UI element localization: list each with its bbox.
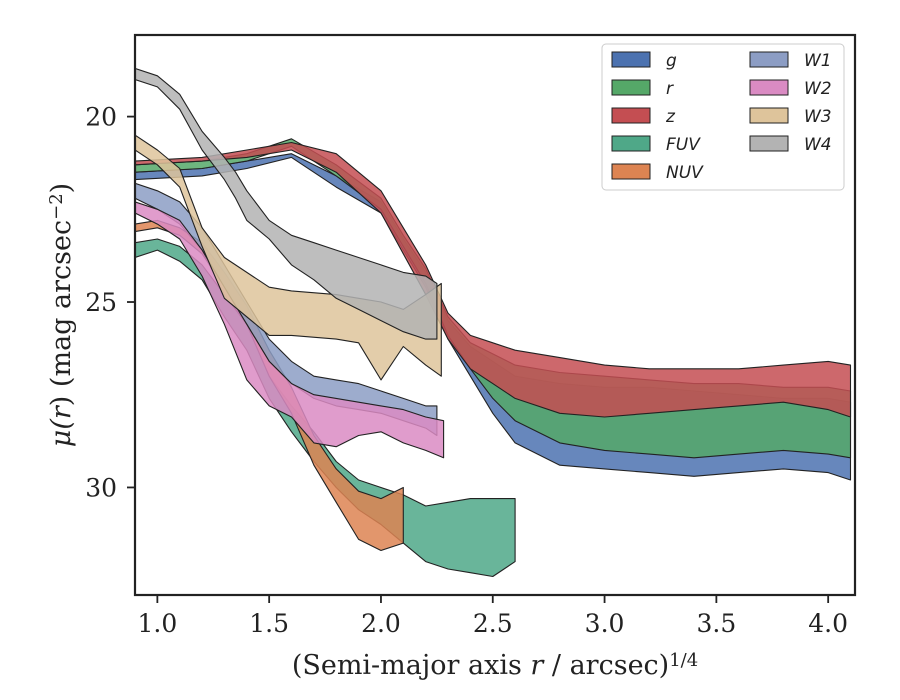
legend-swatch-z xyxy=(611,107,651,124)
legend-swatch-W4 xyxy=(749,135,789,152)
legend-label-g: g xyxy=(666,51,677,71)
y-axis-label: μ(r) (mag arcsec−2) xyxy=(46,183,77,447)
legend-label-W1: W1 xyxy=(804,51,832,71)
band-W3 xyxy=(135,134,442,381)
y-tick-label: 30 xyxy=(85,473,117,502)
legend-swatch-g xyxy=(611,51,651,68)
legend-label-FUV: FUV xyxy=(666,135,701,155)
x-tick-label: 1.0 xyxy=(137,609,177,638)
legend-swatch-r xyxy=(611,79,651,96)
legend-label-r: r xyxy=(666,79,674,99)
x-tick-label: 2.5 xyxy=(473,609,513,638)
legend-label-z: z xyxy=(665,107,676,127)
band-W2 xyxy=(135,201,445,459)
x-tick-label: 2.0 xyxy=(361,609,401,638)
legend-swatch-W1 xyxy=(749,51,789,68)
legend-label-W3: W3 xyxy=(804,107,832,127)
band-z xyxy=(135,141,852,418)
legend-swatch-W3 xyxy=(749,107,789,124)
band-W4 xyxy=(135,67,438,340)
legend: grz FUV NUV W1 W2 W3 W4 xyxy=(601,43,845,191)
legend-label-W4: W4 xyxy=(804,135,832,155)
x-tick-label: 4.0 xyxy=(808,609,848,638)
plot-frame xyxy=(133,33,857,597)
legend-label-NUV: NUV xyxy=(666,163,704,183)
x-tick-label: 3.0 xyxy=(585,609,625,638)
chart-areas xyxy=(135,67,852,578)
x-tick-label: 3.5 xyxy=(696,609,736,638)
chart-axes: 1.0 1.5 2.0 2.5 3.0 3.5 4.0 20 25 30 xyxy=(85,33,857,638)
y-tick-label: 20 xyxy=(85,103,117,132)
legend-label-W2: W2 xyxy=(804,79,832,99)
legend-swatch-NUV xyxy=(611,163,651,180)
x-axis-label: (Semi-major axis r / arcsec)1/4 xyxy=(292,650,698,681)
legend-swatch-FUV xyxy=(611,135,651,152)
y-tick-label: 25 xyxy=(85,288,117,317)
legend-swatch-W2 xyxy=(749,79,789,96)
x-tick-label: 1.5 xyxy=(249,609,289,638)
